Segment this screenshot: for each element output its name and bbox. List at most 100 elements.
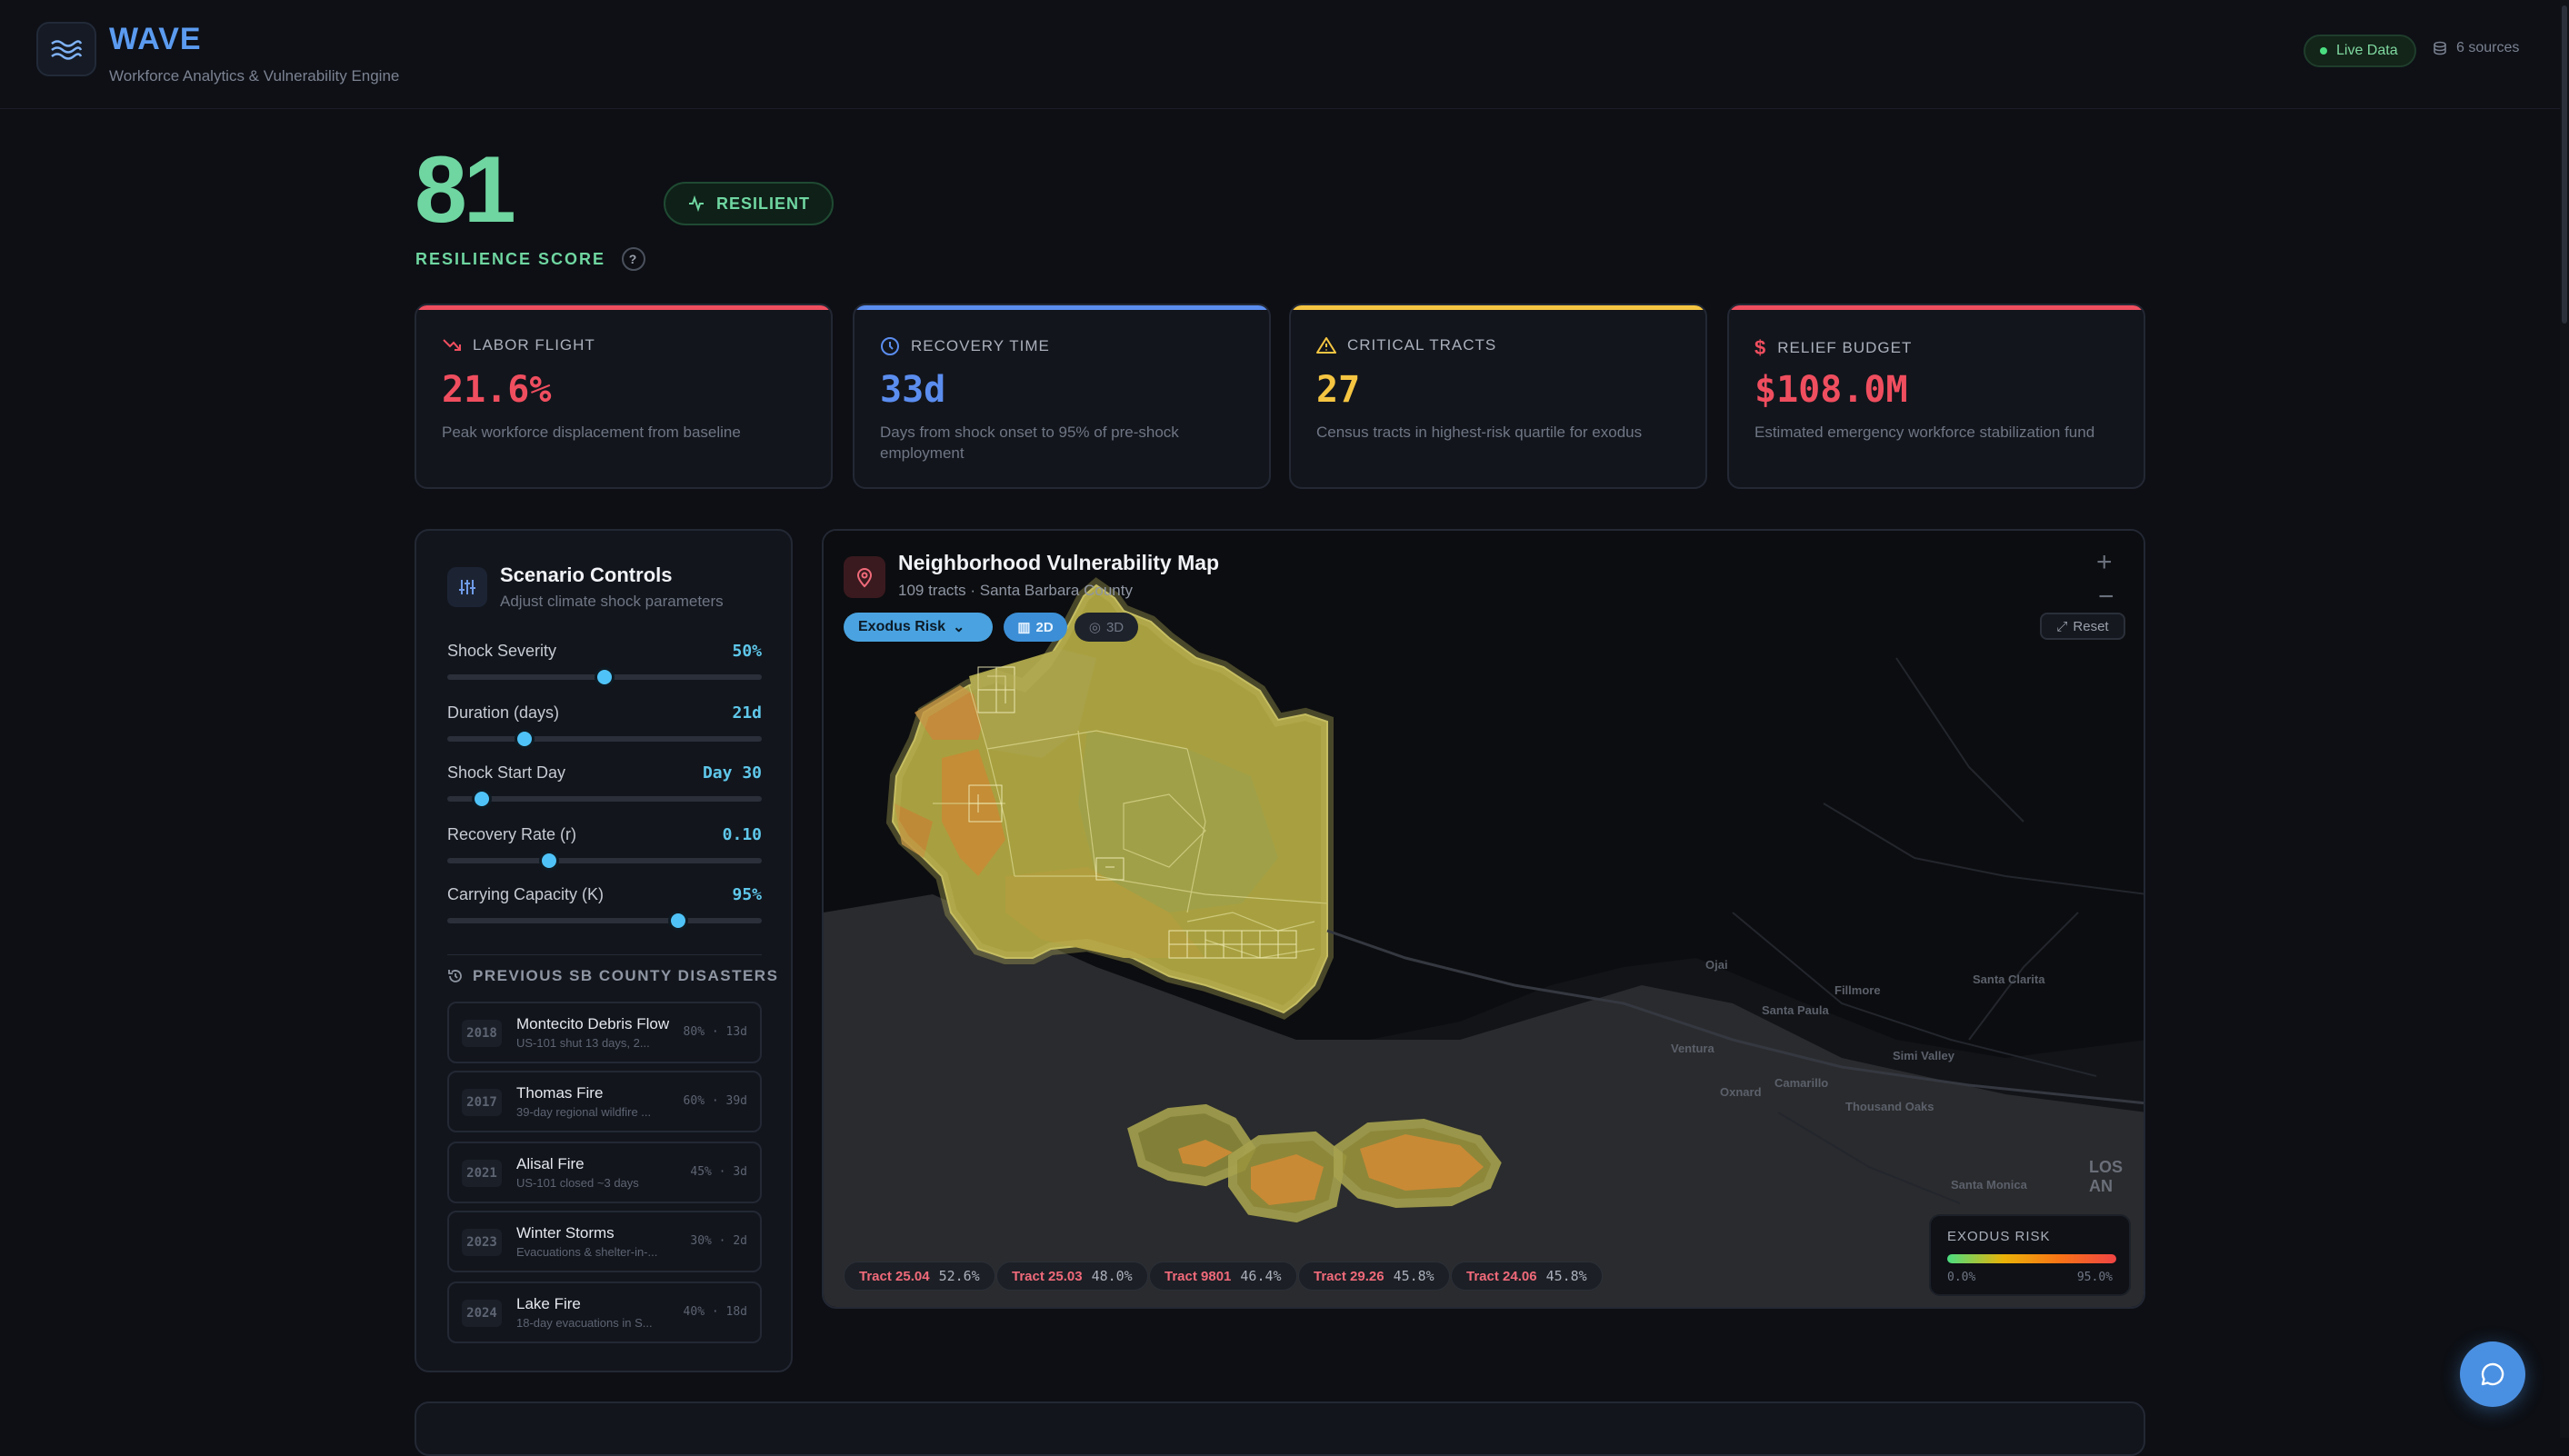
clock-icon — [881, 337, 899, 355]
activity-icon — [689, 194, 704, 213]
disaster-name: Winter Storms — [516, 1224, 615, 1242]
slider-thumb[interactable] — [539, 851, 560, 871]
view-3d-toggle[interactable]: ◎ 3D — [1075, 613, 1138, 642]
place-label: Thousand Oaks — [1845, 1100, 1934, 1113]
scenario-controls-panel: Scenario Controls Adjust climate shock p… — [415, 529, 793, 1372]
carrying-capacity-slider[interactable]: Carrying Capacity (K) 95% — [447, 885, 762, 940]
tract-value: 45.8% — [1393, 1268, 1434, 1284]
app-header: WAVE Workforce Analytics & Vulnerability… — [0, 0, 2569, 109]
card-value: 33d — [880, 369, 946, 411]
map-title: Neighborhood Vulnerability Map — [898, 551, 1220, 574]
disaster-item[interactable]: 2021 Alisal Fire US-101 closed ~3 days 4… — [447, 1142, 762, 1203]
shock-start-day-slider[interactable]: Shock Start Day Day 30 — [447, 763, 762, 818]
card-value: $108.0M — [1754, 369, 1908, 411]
slider-label: Duration (days) — [447, 703, 560, 722]
slider-track[interactable] — [447, 918, 762, 923]
slider-thumb[interactable] — [595, 667, 615, 687]
top-tract-chip[interactable]: Tract 29.26 45.8% — [1298, 1262, 1450, 1291]
disaster-meta: 80% · 13d — [683, 1025, 747, 1039]
page-scrollbar[interactable] — [2560, 0, 2569, 1438]
slider-thumb[interactable] — [472, 789, 493, 809]
scrollbar-thumb[interactable] — [2562, 5, 2567, 324]
disaster-description: 18-day evacuations in S... — [516, 1316, 653, 1330]
disaster-meta: 30% · 2d — [690, 1234, 747, 1248]
live-data-badge[interactable]: Live Data — [2304, 35, 2416, 67]
place-label: Santa Paula — [1762, 1003, 1829, 1017]
chat-button[interactable] — [2460, 1341, 2525, 1407]
panel-divider — [447, 954, 762, 955]
slider-label: Carrying Capacity (K) — [447, 885, 605, 903]
place-label: Oxnard — [1720, 1085, 1762, 1099]
disaster-meta: 60% · 39d — [683, 1094, 747, 1108]
place-label: Simi Valley — [1893, 1049, 1954, 1062]
help-icon[interactable]: ? — [622, 247, 646, 271]
database-icon — [2434, 41, 2446, 55]
place-label: Santa Clarita — [1973, 972, 2045, 986]
place-label: Ventura — [1671, 1042, 1714, 1055]
slider-track[interactable] — [447, 736, 762, 742]
disaster-year: 2018 — [462, 1020, 502, 1047]
slider-thumb[interactable] — [668, 911, 689, 931]
duration-slider[interactable]: Duration (days) 21d — [447, 703, 762, 758]
reset-view-button[interactable]: ⤢ Reset — [2040, 613, 2125, 640]
place-label: Fillmore — [1834, 983, 1881, 997]
place-label: Camarillo — [1774, 1076, 1829, 1090]
recovery-rate-slider[interactable]: Recovery Rate (r) 0.10 — [447, 825, 762, 880]
sources-label: 6 sources — [2456, 40, 2520, 55]
disaster-description: US-101 shut 13 days, 2... — [516, 1036, 650, 1050]
card-accent-bar — [1291, 305, 1705, 310]
previous-disasters-title: PREVIOUS SB COUNTY DISASTERS — [473, 967, 779, 984]
card-accent-bar — [1729, 305, 2144, 310]
card-value: 21.6% — [442, 369, 552, 411]
slider-value: Day 30 — [702, 763, 762, 783]
resilient-badge: RESILIENT — [664, 182, 835, 225]
disaster-item[interactable]: 2024 Lake Fire 18-day evacuations in S..… — [447, 1281, 762, 1343]
slider-label: Recovery Rate (r) — [447, 825, 577, 843]
tract-name: Tract 9801 — [1165, 1268, 1232, 1284]
slider-value: 95% — [732, 885, 762, 904]
disaster-name: Thomas Fire — [516, 1084, 604, 1102]
view-3d-label: 3D — [1105, 619, 1125, 635]
disaster-item[interactable]: 2018 Montecito Debris Flow US-101 shut 1… — [447, 1002, 762, 1063]
vulnerability-map[interactable]: Neighborhood Vulnerability Map 109 tract… — [822, 529, 2145, 1309]
card-title: RECOVERY TIME — [911, 337, 1050, 354]
card-title: LABOR FLIGHT — [473, 336, 595, 354]
slider-thumb[interactable] — [514, 729, 535, 749]
reset-label: Reset — [2073, 618, 2109, 634]
zoom-out-button[interactable]: − — [2098, 582, 2114, 612]
slider-label: Shock Start Day — [447, 763, 566, 782]
slider-track[interactable] — [447, 858, 762, 863]
card-header: $ RELIEF BUDGET — [1754, 336, 1912, 360]
disaster-description: US-101 closed ~3 days — [516, 1176, 639, 1190]
slider-track[interactable] — [447, 796, 762, 802]
bottom-section-card — [415, 1401, 2145, 1456]
shock-severity-slider[interactable]: Shock Severity 50% — [447, 642, 762, 696]
place-label: LOS AN — [2089, 1158, 2124, 1195]
disaster-item[interactable]: 2017 Thomas Fire 39-day regional wildfir… — [447, 1071, 762, 1132]
card-description: Days from shock onset to 95% of pre-shoc… — [880, 424, 1179, 462]
map-canvas[interactable] — [824, 531, 2145, 1309]
card-title: RELIEF BUDGET — [1777, 339, 1913, 356]
resilience-score-text: RESILIENCE SCORE — [415, 249, 606, 268]
app-subtitle: Workforce Analytics & Vulnerability Engi… — [109, 67, 400, 85]
live-dot-icon — [2320, 47, 2327, 55]
top-tract-chip[interactable]: Tract 25.04 52.6% — [844, 1262, 995, 1291]
top-tract-chip[interactable]: Tract 24.06 45.8% — [1451, 1262, 1603, 1291]
card-description: Peak workforce displacement from baselin… — [442, 424, 741, 441]
map-pin-icon — [844, 556, 885, 598]
top-tract-chip[interactable]: Tract 9801 46.4% — [1149, 1262, 1297, 1291]
tract-value: 46.4% — [1240, 1268, 1282, 1284]
layer-select-dropdown[interactable]: Exodus Risk ⌄ — [844, 613, 993, 642]
card-accent-bar — [855, 305, 1269, 310]
chat-icon — [2481, 1362, 2504, 1386]
slider-value: 0.10 — [722, 825, 762, 844]
view-2d-toggle[interactable]: ▥ 2D — [1004, 613, 1067, 642]
disaster-item[interactable]: 2023 Winter Storms Evacuations & shelter… — [447, 1211, 762, 1272]
map-subtitle: 109 tracts · Santa Barbara County — [898, 582, 1133, 599]
disaster-year: 2021 — [462, 1160, 502, 1187]
tract-value: 45.8% — [1545, 1268, 1587, 1284]
zoom-in-button[interactable]: + — [2096, 547, 2113, 577]
sources-indicator[interactable]: 6 sources — [2433, 40, 2519, 56]
top-tract-chip[interactable]: Tract 25.03 48.0% — [996, 1262, 1148, 1291]
disaster-name: Lake Fire — [516, 1295, 581, 1312]
